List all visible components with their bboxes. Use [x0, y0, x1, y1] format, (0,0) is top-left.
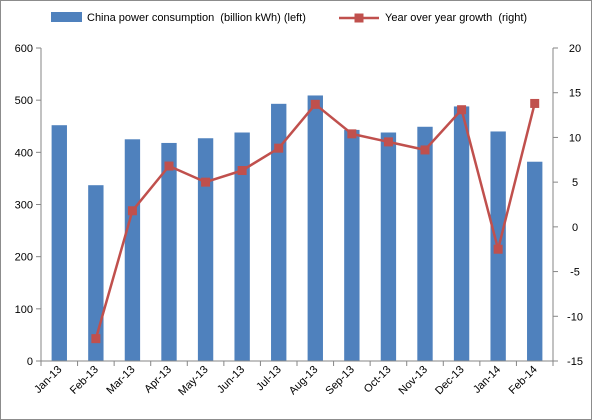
growth-point-nov-13 [420, 145, 430, 155]
growth-point-may-13 [201, 177, 211, 187]
bar-jun-13 [234, 132, 250, 361]
bar-jan-13 [51, 125, 67, 361]
x-axis-tick-label: Dec-13 [433, 364, 467, 398]
left-axis-tick-label: 500 [15, 95, 33, 107]
right-axis-tick-label: 5 [572, 177, 578, 189]
x-axis-tick-label: Feb-13 [68, 364, 101, 397]
right-axis-tick-label: 0 [572, 222, 578, 234]
growth-point-aug-13 [310, 99, 320, 109]
growth-point-dec-13 [457, 105, 467, 115]
left-axis-tick-label: 400 [15, 147, 33, 159]
x-axis-tick-label: Jan-13 [32, 364, 64, 396]
growth-point-mar-13 [127, 206, 137, 216]
growth-point-oct-13 [383, 137, 393, 147]
bar-nov-13 [417, 126, 433, 361]
bar-aug-13 [307, 95, 323, 361]
growth-point-apr-13 [164, 161, 174, 171]
x-axis-tick-label: Sep-13 [323, 364, 357, 398]
right-axis-tick-label: -10 [567, 311, 583, 323]
bar-apr-13 [161, 142, 177, 361]
right-axis-tick-label: 20 [569, 43, 581, 55]
left-axis-tick-label: 300 [15, 200, 33, 212]
x-axis-tick-label: Jun-13 [215, 364, 247, 396]
x-axis-tick-label: Apr-13 [142, 364, 174, 396]
growth-point-feb-14 [530, 98, 540, 108]
left-axis-tick-label: 200 [15, 252, 33, 264]
bar-mar-13 [124, 139, 141, 361]
legend: China power consumption (billion kWh) (l… [51, 12, 527, 24]
left-axis-tick-label: 0 [27, 356, 33, 368]
bar-feb-13 [88, 185, 104, 361]
bar-oct-13 [380, 132, 397, 361]
legend-marker-growth [354, 13, 364, 23]
legend-label-growth: Year over year growth (right) [385, 12, 527, 24]
growth-point-feb-13 [91, 334, 101, 344]
bar-may-13 [197, 138, 214, 361]
x-axis-tick-label: Jul-13 [254, 364, 284, 394]
right-axis-tick-label: -5 [570, 267, 580, 279]
left-axis-tick-label: 600 [15, 43, 33, 55]
right-axis-tick-label: 10 [569, 132, 581, 144]
growth-point-jun-13 [237, 166, 247, 176]
x-axis-tick-label: May-13 [176, 364, 210, 398]
growth-point-sep-13 [347, 129, 357, 139]
growth-point-jul-13 [274, 143, 284, 153]
x-axis-tick-label: Feb-14 [507, 364, 540, 397]
right-axis-tick-label: 15 [569, 88, 581, 100]
left-axis-tick-label: 100 [15, 304, 33, 316]
x-axis-tick-label: Aug-13 [287, 364, 321, 398]
bar-sep-13 [344, 129, 360, 361]
legend-swatch-consumption [51, 12, 82, 22]
x-axis-tick-label: Oct-13 [362, 364, 394, 396]
bar-dec-13 [453, 106, 470, 361]
legend-label-consumption: China power consumption (billion kWh) (l… [87, 12, 306, 24]
right-axis-tick-label: -15 [567, 356, 583, 368]
bar-jul-13 [271, 103, 287, 362]
x-axis-tick-label: Nov-13 [397, 364, 431, 398]
x-axis-tick-label: Jan-14 [471, 364, 503, 396]
bar-feb-14 [527, 161, 543, 361]
growth-point-jan-14 [493, 244, 503, 254]
x-axis-tick-label: Mar-13 [104, 364, 137, 397]
